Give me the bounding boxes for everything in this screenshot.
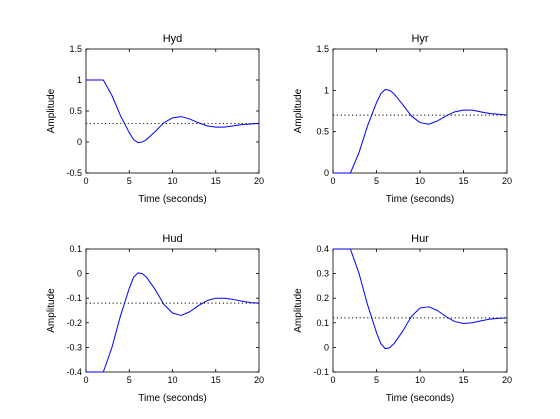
x-axis-label: Time (seconds)	[138, 194, 207, 205]
x-tick-label: 20	[502, 176, 512, 186]
x-tick-label: 10	[415, 176, 425, 186]
x-tick-label: 0	[83, 176, 88, 186]
chart-title: Hyr	[411, 33, 428, 45]
x-tick-label: 20	[254, 176, 264, 186]
y-tick-label: 1	[77, 75, 82, 85]
chart-title: Hyd	[163, 33, 183, 45]
y-tick-label: -0.4	[66, 367, 82, 377]
chart-title: Hud	[162, 233, 182, 245]
y-tick-label: -0.1	[66, 293, 82, 303]
y-axis-label: Amplitude	[46, 88, 57, 133]
x-tick-label: 10	[167, 375, 177, 385]
x-tick-label: 15	[211, 375, 221, 385]
x-axis-label: Time (seconds)	[386, 393, 455, 404]
step-response-line	[333, 248, 508, 350]
y-tick-label: -0.2	[66, 318, 82, 328]
step-response-line	[86, 272, 260, 373]
x-tick-label: 20	[254, 375, 264, 385]
step-response-line	[86, 79, 260, 144]
x-tick-label: 5	[127, 375, 132, 385]
x-tick-label: 5	[374, 176, 379, 186]
y-tick-label: 0	[324, 168, 329, 178]
y-tick-label: -0.1	[313, 367, 329, 377]
panel-hyr: Hyr 0 5 10 15 20 0 0.5 1 1.5 Time (seconds) Amplitu…	[293, 33, 512, 205]
step-response-line	[333, 89, 508, 174]
y-axis-label: Amplitude	[46, 288, 57, 333]
x-tick-label: 0	[330, 375, 335, 385]
y-tick-label: 1.5	[316, 44, 329, 54]
x-tick-label: 20	[502, 375, 512, 385]
y-tick-label: 0	[77, 269, 82, 279]
x-tick-label: 0	[330, 176, 335, 186]
chart-title: Hur	[411, 233, 429, 245]
x-tick-label: 15	[458, 375, 468, 385]
y-tick-label: 1	[324, 85, 329, 95]
y-tick-label: 1.5	[69, 44, 82, 54]
x-tick-label: 15	[211, 176, 221, 186]
y-tick-label: 0.1	[316, 318, 329, 328]
y-axis-label: Amplitude	[293, 88, 304, 133]
x-tick-label: 5	[127, 176, 132, 186]
y-axis-label: Amplitude	[293, 288, 304, 333]
x-tick-label: 10	[415, 375, 425, 385]
x-tick-label: 10	[167, 176, 177, 186]
y-tick-label: 0.2	[316, 293, 329, 303]
y-tick-label: -0.3	[66, 342, 82, 352]
y-tick-label: -0.5	[66, 168, 82, 178]
x-tick-label: 15	[458, 176, 468, 186]
y-tick-label: 0.5	[316, 127, 329, 137]
y-tick-label: 0	[77, 137, 82, 147]
y-tick-label: 0	[324, 342, 329, 352]
x-tick-label: 0	[83, 375, 88, 385]
y-tick-label: 0.1	[69, 244, 82, 254]
x-tick-label: 5	[374, 375, 379, 385]
y-tick-label: 0.5	[69, 106, 82, 116]
x-axis-label: Time (seconds)	[138, 393, 207, 404]
panel-hud: Hud 0 5 10 15 20 -0.4 -0.3 -0.2 -0.1 0 0.1 Time (sec…	[46, 233, 264, 404]
y-tick-label: 0.4	[316, 244, 329, 254]
y-tick-label: 0.3	[316, 269, 329, 279]
x-axis-label: Time (seconds)	[386, 194, 455, 205]
